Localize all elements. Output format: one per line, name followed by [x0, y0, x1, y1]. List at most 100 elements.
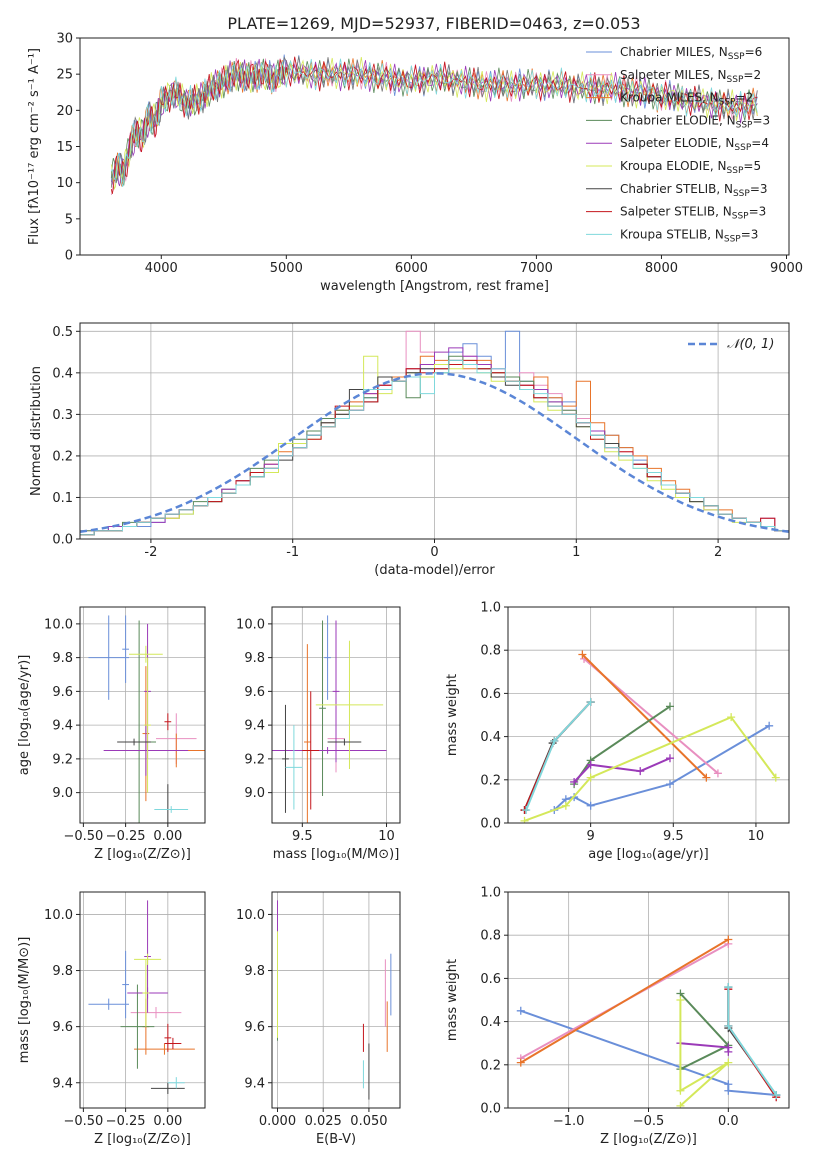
weight-series-line — [523, 701, 592, 811]
plot-area — [80, 330, 789, 539]
plot-area — [110, 54, 758, 196]
axes-frame — [507, 606, 790, 824]
error-bar-point — [88, 998, 129, 1010]
error-bar-point — [154, 806, 189, 813]
y-tick-label: 0.2 — [480, 1058, 501, 1073]
x-tick-label: −0.5 — [633, 1114, 665, 1129]
error-bar-point — [130, 1007, 182, 1019]
x-axis-label: Z [log₁₀(Z/Z⊙)] — [600, 1132, 697, 1147]
axes-frame — [79, 891, 206, 1109]
y-tick-label: 0.3 — [52, 408, 73, 423]
legend-label: Salpeter MILES, NSSP=2 — [620, 68, 761, 85]
weight-point-marker — [771, 773, 780, 782]
x-tick-label: -1 — [286, 545, 299, 560]
panel-age_vs_Z: −0.50 −0.25 0.00 9.0 9.2 9.4 9.6 9.8 10.0 Z [log₁… — [17, 606, 206, 862]
panel-age_vs_mass: 9.5 10 9.0 9.2 9.4 9.6 9.8 10.0 mass [log₁₀(M/M⊙… — [236, 606, 401, 862]
weight-series-line — [573, 705, 671, 785]
y-tick-label: 1.0 — [480, 601, 501, 616]
y-axis-label: Flux [fλ10⁻¹⁷ erg cm⁻² s⁻¹ A⁻¹] — [27, 48, 42, 245]
legend-label: 𝒩(0, 1) — [727, 337, 774, 352]
error-bar-point — [142, 959, 150, 1027]
y-axis-label: mass weight — [445, 674, 460, 756]
y-axis-label: mass weight — [445, 959, 460, 1041]
weight-point-marker — [586, 801, 595, 810]
axes-frame — [271, 891, 401, 1109]
x-axis-label: Z [log₁₀(Z/Z⊙)] — [94, 1132, 191, 1147]
x-axis-label: age [log₁₀(age/yr)] — [588, 847, 709, 862]
y-tick-label: 0.4 — [480, 730, 501, 745]
y-tick-label: 9.8 — [52, 651, 73, 666]
y-tick-label: 9.6 — [244, 1020, 265, 1035]
plot-area — [520, 650, 780, 823]
x-tick-label: 0.00 — [153, 1114, 182, 1129]
x-tick-label: 9000 — [770, 261, 803, 276]
y-tick-label: 10.0 — [44, 908, 73, 923]
error-bar-point — [332, 620, 340, 763]
legend-label: Chabrier ELODIE, NSSP=3 — [620, 113, 770, 130]
y-tick-label: 9.4 — [52, 719, 73, 734]
x-tick-label: 8000 — [645, 261, 678, 276]
y-tick-label: 25 — [56, 68, 73, 83]
x-tick-label: −0.50 — [63, 829, 103, 844]
legend-label: Salpeter ELODIE, NSSP=4 — [620, 136, 769, 153]
x-axis-label: E(B-V) — [316, 1132, 356, 1147]
y-tick-label: 10 — [56, 176, 73, 191]
y-tick-label: 1.0 — [480, 886, 501, 901]
y-tick-label: 30 — [56, 32, 73, 47]
weight-point-marker — [522, 806, 531, 815]
x-tick-label: 7000 — [520, 261, 553, 276]
weight-point-marker — [665, 754, 674, 763]
x-tick-label: −0.25 — [106, 1114, 146, 1129]
y-tick-label: 0.1 — [52, 491, 73, 506]
x-tick-label: 0.025 — [305, 1114, 342, 1129]
weight-point-marker — [724, 983, 733, 992]
x-tick-label: 0.00 — [153, 829, 182, 844]
weight-point-marker — [713, 769, 722, 778]
error-bar-point — [150, 1082, 185, 1094]
axes-frame — [79, 606, 206, 824]
weight-series-line — [727, 987, 778, 1096]
weight-point-marker — [727, 713, 736, 722]
axes-frame — [507, 891, 790, 1109]
error-bar-point — [144, 657, 151, 793]
weight-point-marker — [586, 760, 595, 769]
x-tick-label: 4000 — [145, 261, 178, 276]
weight-point-marker — [665, 702, 674, 711]
weight-series-line — [523, 701, 592, 811]
error-bar-point — [319, 620, 326, 796]
error-bar-point — [164, 713, 172, 731]
weight-series-line — [679, 1000, 729, 1107]
x-tick-label: 9.5 — [292, 829, 313, 844]
panel-residuals: -2 -1 0 1 2 0.0 0.1 0.2 0.3 0.4 0.5 (data-model)/er… — [29, 322, 790, 578]
x-tick-label: 0 — [430, 545, 438, 560]
plot-area — [516, 935, 781, 1108]
x-tick-label: 0.000 — [259, 1114, 296, 1129]
y-tick-label: 20 — [56, 104, 73, 119]
x-axis-label: (data-model)/error — [374, 563, 495, 578]
x-axis-label: Z [log₁₀(Z/Z⊙)] — [94, 847, 191, 862]
weight-point-marker — [724, 1058, 733, 1067]
error-bar-point — [304, 644, 311, 823]
error-bar-point — [164, 1023, 172, 1052]
y-tick-label: 0.6 — [480, 972, 501, 987]
weight-point-marker — [724, 1047, 733, 1056]
weight-point-marker — [772, 1091, 781, 1100]
y-tick-label: 9.4 — [244, 1076, 265, 1091]
weight-point-marker — [578, 650, 587, 659]
y-tick-label: 0.0 — [52, 533, 73, 548]
x-tick-label: −0.50 — [63, 1114, 103, 1129]
weight-point-marker — [570, 777, 579, 786]
y-tick-label: 9.6 — [52, 685, 73, 700]
weight-series-line — [581, 653, 708, 779]
x-tick-label: −1.0 — [553, 1114, 585, 1129]
y-tick-label: 0.0 — [480, 1102, 501, 1117]
weight-point-marker — [676, 1086, 685, 1095]
weight-series-line — [679, 992, 730, 1070]
y-tick-label: 9.0 — [244, 786, 265, 801]
error-bar-point — [128, 645, 163, 663]
error-bar-point — [117, 738, 151, 746]
weight-series-line — [525, 701, 592, 811]
error-bar-point — [302, 691, 320, 810]
y-tick-label: 0.0 — [480, 817, 501, 832]
x-tick-label: 0.050 — [350, 1114, 387, 1129]
